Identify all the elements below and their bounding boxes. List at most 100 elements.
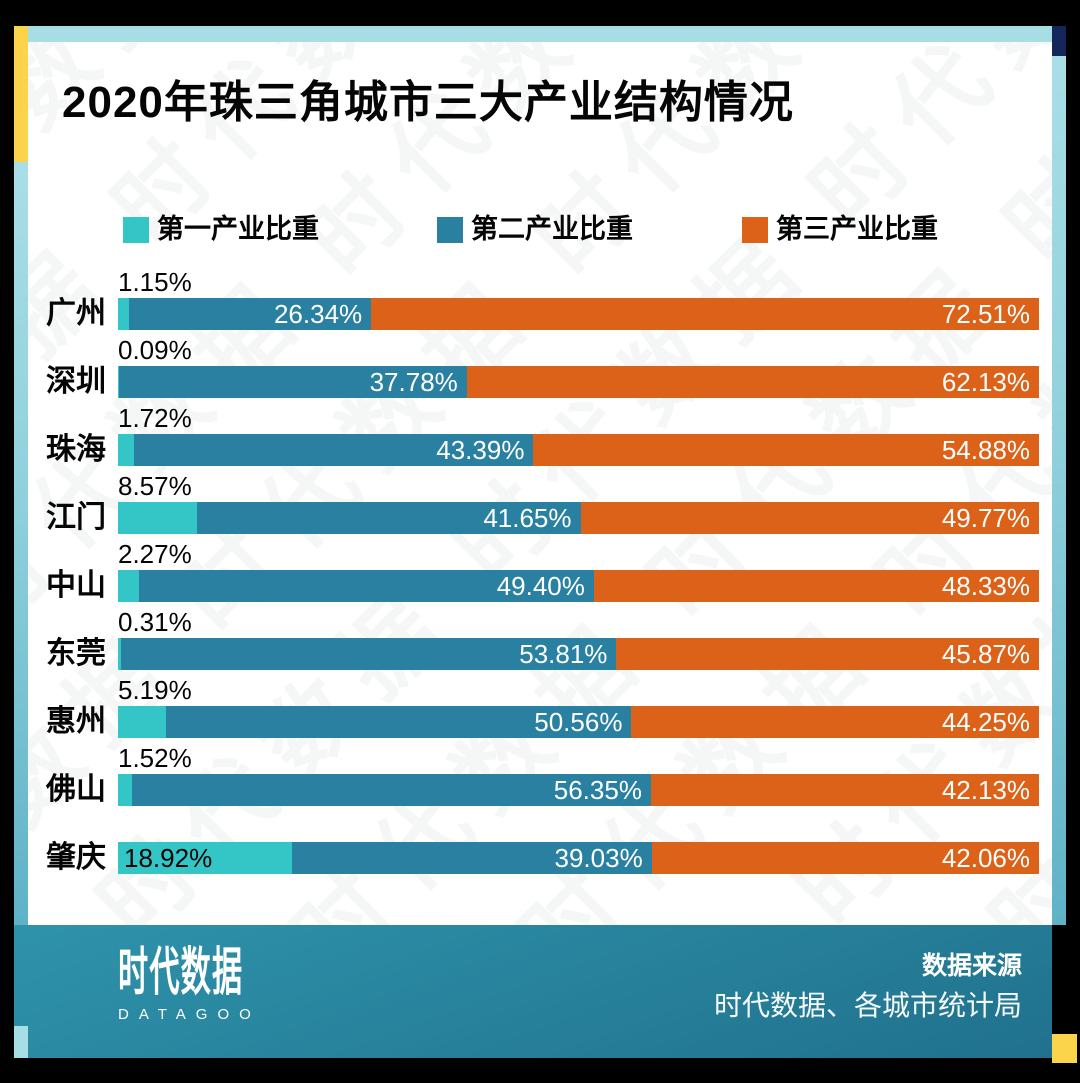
category-label: 东莞 xyxy=(46,637,106,670)
primary-value-label-above xyxy=(118,814,1039,842)
card-top-accent-strip xyxy=(28,26,1052,42)
bar-segment-secondary: 49.40% xyxy=(138,570,594,602)
secondary-value-label: 41.65% xyxy=(483,503,572,533)
category-label: 肇庆 xyxy=(46,841,106,874)
legend-item-primary: 第一产业比重 xyxy=(123,216,319,243)
stacked-bar: 49.40% 48.33% xyxy=(118,570,1039,602)
category-label: 江门 xyxy=(46,501,106,534)
brand-logo: 时代数据 DATAGOO xyxy=(118,947,334,1022)
stacked-bar: 43.39% 54.88% xyxy=(118,434,1039,466)
secondary-value-label: 26.34% xyxy=(273,299,363,329)
chart-row: 江门 8.57% 41.65% 49.77% xyxy=(46,471,1039,534)
data-source-label: 数据来源 xyxy=(921,952,1022,980)
bar-segment-primary xyxy=(118,366,119,398)
tertiary-value-label: 49.77% xyxy=(941,503,1030,533)
brand-logo-en: DATAGOO xyxy=(118,1006,261,1023)
chart-row: 佛山 1.52% 56.35% 42.13% xyxy=(46,745,1039,806)
bar-segment-secondary: 39.03% xyxy=(292,842,652,874)
bar-segment-primary xyxy=(118,638,121,670)
chart-row: 深圳 0.09% 37.78% 62.13% xyxy=(46,335,1039,398)
bar-segment-tertiary: 45.87% xyxy=(616,638,1039,670)
bar-segment-primary xyxy=(118,298,129,330)
chart-row: 中山 2.27% 49.40% 48.33% xyxy=(46,539,1039,602)
bar-segment-tertiary: 42.13% xyxy=(650,774,1039,806)
category-label: 广州 xyxy=(46,297,106,330)
bar-segment-secondary: 41.65% xyxy=(196,502,581,534)
bar-segment-primary xyxy=(118,706,166,738)
bar-segment-tertiary: 54.88% xyxy=(533,434,1039,466)
bar-segment-secondary: 37.78% xyxy=(118,366,467,398)
primary-value-label-above: 5.19% xyxy=(118,675,192,705)
legend-swatch-secondary xyxy=(437,216,463,243)
bar-segment-tertiary: 48.33% xyxy=(593,570,1039,602)
bar-segment-secondary: 26.34% xyxy=(128,298,372,330)
stacked-bar: 41.65% 49.77% xyxy=(118,502,1039,534)
tertiary-value-label: 54.88% xyxy=(941,435,1030,465)
primary-value-label-above: 8.57% xyxy=(118,471,192,501)
bar-segment-primary xyxy=(118,774,132,806)
bar-segment-tertiary: 42.06% xyxy=(651,842,1039,874)
legend-label-primary: 第一产业比重 xyxy=(157,214,319,244)
top-right-navy-accent xyxy=(1052,26,1066,56)
bar-segment-secondary: 50.56% xyxy=(165,706,632,738)
legend: 第一产业比重 第二产业比重 第三产业比重 xyxy=(28,216,1052,246)
secondary-value-label: 56.35% xyxy=(553,775,642,805)
category-label: 佛山 xyxy=(46,773,106,806)
primary-value-label-above: 1.72% xyxy=(118,403,192,433)
secondary-value-label: 39.03% xyxy=(554,843,643,873)
tertiary-value-label: 48.33% xyxy=(941,571,1030,601)
bar-segment-primary xyxy=(118,570,139,602)
chart-row: 广州 1.15% 26.34% 72.51% xyxy=(46,267,1039,330)
category-label: 珠海 xyxy=(46,433,106,466)
chart-card: 时代数据 时代数据 时代数据 时代数据 时代数据 时代数据 时代数据 时代数据 … xyxy=(28,42,1052,925)
footer-band: 时代数据 DATAGOO 数据来源 时代数据、各城市统计局 xyxy=(14,925,1052,1058)
bottom-left-accent xyxy=(14,1026,28,1058)
chart-row: 惠州 5.19% 50.56% 44.25% xyxy=(46,675,1039,738)
secondary-value-label: 37.78% xyxy=(369,367,458,397)
tertiary-value-label: 42.13% xyxy=(941,775,1030,805)
tertiary-value-label: 45.87% xyxy=(941,639,1030,669)
stacked-bar: 37.78% 62.13% xyxy=(118,366,1039,398)
chart-row: 肇庆 18.92% 39.03% 42.06% xyxy=(46,814,1039,874)
legend-swatch-tertiary xyxy=(742,216,768,243)
left-accent-strip xyxy=(14,162,28,925)
legend-label-tertiary: 第三产业比重 xyxy=(776,214,938,244)
bar-segment-tertiary: 72.51% xyxy=(371,298,1039,330)
tertiary-value-label: 42.06% xyxy=(941,843,1030,873)
primary-value-label-above: 1.15% xyxy=(118,267,192,297)
chart-row: 东莞 0.31% 53.81% 45.87% xyxy=(46,609,1039,670)
page-title: 2020年珠三角城市三大产业结构情况 xyxy=(62,78,794,127)
legend-item-tertiary: 第三产业比重 xyxy=(742,216,938,243)
bar-segment-secondary: 56.35% xyxy=(131,774,651,806)
secondary-value-label: 50.56% xyxy=(534,707,623,737)
tertiary-value-label: 62.13% xyxy=(941,367,1030,397)
brand-logo-cn: 时代数据 xyxy=(118,944,244,1002)
stacked-bar: 18.92% 39.03% 42.06% xyxy=(118,842,1039,874)
tertiary-value-label: 44.25% xyxy=(941,707,1030,737)
legend-label-secondary: 第二产业比重 xyxy=(471,214,633,244)
chart-rows: 广州 1.15% 26.34% 72.51% 深圳 0.09% 37.78% 62.13% 珠海… xyxy=(46,267,1039,882)
category-label: 惠州 xyxy=(46,705,106,738)
bar-segment-primary xyxy=(118,842,293,874)
bar-segment-tertiary: 49.77% xyxy=(580,502,1039,534)
bar-segment-primary xyxy=(118,502,197,534)
stacked-bar: 53.81% 45.87% xyxy=(118,638,1039,670)
bar-segment-primary xyxy=(118,434,134,466)
primary-value-label-above: 0.09% xyxy=(118,335,192,365)
category-label: 深圳 xyxy=(46,365,106,398)
bar-segment-tertiary: 44.25% xyxy=(631,706,1039,738)
category-label: 中山 xyxy=(46,569,106,602)
stacked-bar: 50.56% 44.25% xyxy=(118,706,1039,738)
bottom-right-yellow-accent xyxy=(1052,1034,1077,1063)
legend-swatch-primary xyxy=(123,216,149,243)
secondary-value-label: 43.39% xyxy=(436,435,525,465)
primary-value-label-above: 2.27% xyxy=(118,539,192,569)
left-yellow-accent xyxy=(14,26,28,162)
primary-value-label-inside: 18.92% xyxy=(124,843,213,873)
bar-segment-secondary: 53.81% xyxy=(120,638,617,670)
secondary-value-label: 49.40% xyxy=(496,571,585,601)
data-source-text: 时代数据、各城市统计局 xyxy=(713,990,1022,1021)
right-accent-strip xyxy=(1052,56,1066,925)
legend-item-secondary: 第二产业比重 xyxy=(437,216,633,243)
